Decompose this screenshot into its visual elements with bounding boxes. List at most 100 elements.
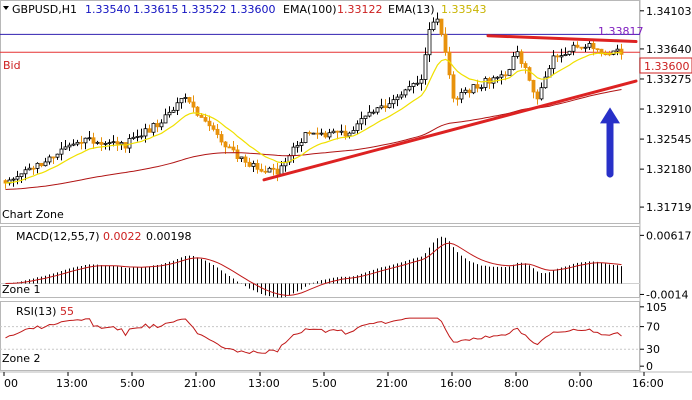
candle-body (19, 173, 24, 177)
candle-body (215, 128, 220, 135)
candle-body (551, 55, 556, 70)
candle-body (195, 106, 200, 116)
candle-body (27, 167, 32, 171)
candle-body (343, 130, 348, 137)
candle-body (471, 84, 476, 94)
candle-body (527, 67, 532, 81)
ema100-label: EMA(100) (283, 3, 337, 16)
candle-body (575, 44, 580, 48)
candle-body (59, 148, 64, 155)
candle-body (199, 114, 204, 118)
candle-body (351, 130, 356, 134)
candle-body (203, 117, 208, 122)
ema100-line (5, 89, 622, 190)
candle-body (227, 146, 232, 149)
candle-body (39, 162, 44, 167)
support-trendline[interactable] (262, 79, 638, 182)
candle-body (47, 156, 52, 163)
candle-body (371, 111, 376, 114)
candle-body (459, 92, 464, 100)
up-arrow-head (600, 107, 620, 124)
candle-body (175, 102, 180, 111)
candle-body (111, 141, 116, 144)
candle-body (391, 99, 396, 105)
symbol-label: GBPUSD,H1 (12, 3, 77, 16)
rsi-panel[interactable] (0, 301, 640, 371)
candle-body (363, 115, 368, 119)
candle-body (263, 170, 268, 173)
resistance-line[interactable] (486, 34, 638, 44)
candle-body (135, 136, 140, 138)
time-tick-label: 13:00 (248, 377, 280, 390)
macd-tick-label: 0.00617 (646, 229, 692, 242)
candle-body (423, 54, 428, 80)
candle-body (79, 141, 84, 144)
candle-body (255, 163, 260, 170)
candle-body (311, 132, 316, 135)
candle-body (507, 69, 512, 76)
candle-body (415, 82, 420, 85)
candle-body (163, 114, 168, 124)
candles-layer (3, 12, 624, 189)
close-value: 1.33600 (230, 3, 276, 16)
time-axis[interactable] (0, 372, 692, 400)
candle-body (455, 97, 460, 100)
candle-body (359, 118, 364, 125)
price-tick-label: 1.33640 (646, 43, 692, 56)
candle-body (15, 176, 20, 180)
macd-tick-label: -0.0014 (646, 288, 688, 301)
time-tick-label: 5:00 (120, 377, 145, 390)
candle-body (299, 142, 304, 146)
candle-body (375, 107, 380, 113)
candle-body (543, 76, 548, 89)
candle-body (171, 109, 176, 113)
candle-body (559, 55, 564, 58)
macd-signal-line (5, 242, 622, 296)
candle-body (523, 63, 528, 68)
candle-body (99, 141, 104, 145)
time-tick-label: 16:00 (440, 377, 472, 390)
candle-body (531, 79, 536, 93)
candle-body (427, 29, 432, 56)
candle-body (331, 130, 336, 134)
candle-body (579, 46, 584, 49)
candle-body (431, 21, 436, 30)
candle-body (219, 134, 224, 143)
time-tick-label: 21:00 (376, 377, 408, 390)
candle-body (571, 44, 576, 52)
candle-body (235, 149, 240, 159)
candle-body (411, 83, 416, 87)
candle-body (323, 132, 328, 138)
price-tick-label: 1.32545 (646, 133, 692, 146)
candle-body (539, 87, 544, 100)
top-line-label: 1.33817 (598, 25, 644, 38)
candle-body (327, 132, 332, 138)
candle-body (315, 132, 320, 135)
candle-body (187, 97, 192, 103)
candle-body (567, 50, 572, 55)
candle-body (95, 141, 100, 144)
macd-value-1: 0.0022 (103, 230, 142, 243)
candle-body (251, 163, 256, 167)
time-tick-label: 21:00 (184, 377, 216, 390)
rsi-value: 55 (60, 305, 74, 318)
candle-body (339, 130, 344, 133)
candle-body (103, 143, 108, 145)
candle-body (71, 143, 76, 146)
candle-body (247, 161, 252, 167)
rsi-line (5, 317, 622, 354)
low-value: 1.33522 (181, 3, 227, 16)
candle-body (91, 137, 96, 144)
candle-body (503, 74, 508, 77)
bid-price-tag-text: 1.33600 (644, 60, 690, 73)
time-tick-label: 16:00 (632, 377, 664, 390)
price-tick-label: 1.32180 (646, 163, 692, 176)
candle-body (467, 89, 472, 94)
candle-body (275, 168, 280, 175)
candle-body (587, 43, 592, 48)
macd-zone-label: Zone 1 (2, 283, 41, 296)
candle-body (159, 122, 164, 128)
candle-body (435, 18, 440, 23)
time-tick-label: 13:00 (56, 377, 88, 390)
